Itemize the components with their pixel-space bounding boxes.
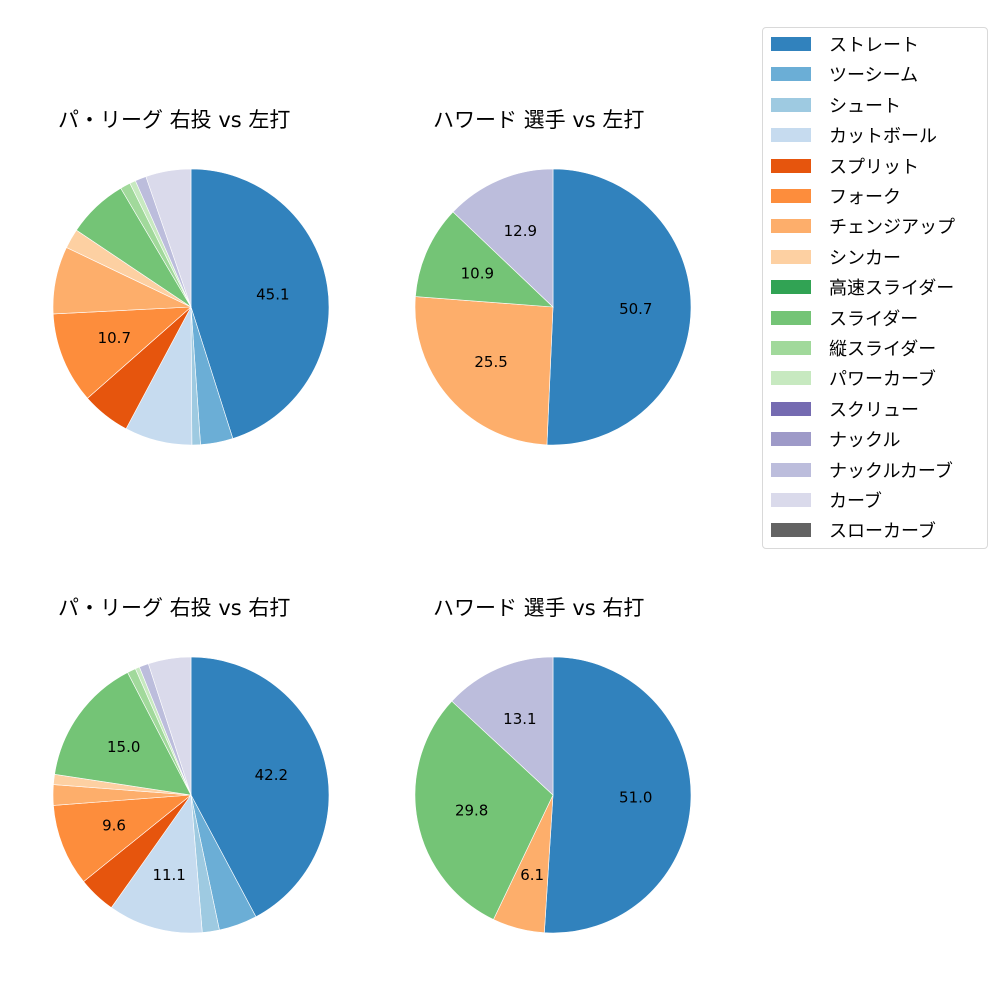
legend-label: ツーシーム [829, 65, 919, 87]
pie-slice [415, 211, 554, 308]
legend-label: スクリュー [829, 399, 919, 421]
slice-value-label: 10.9 [461, 264, 494, 282]
legend-swatch [771, 219, 811, 234]
pie-slice [414, 700, 554, 920]
legend-item: スライダー [771, 303, 918, 333]
legend-label: ストレート [829, 35, 919, 56]
legend-item: 高速スライダー [771, 272, 954, 302]
slice-value-label: 25.5 [474, 353, 507, 371]
panel-title-league-vs-right: パ・リーグ 右投 vs 右打 [58, 596, 291, 620]
pie-slice [451, 656, 554, 796]
slice-value-label: 29.8 [455, 802, 488, 820]
legend-swatch [771, 523, 811, 538]
slice-value-label: 10.7 [98, 329, 131, 347]
slice-value-label: 15.0 [107, 738, 140, 756]
legend-swatch [771, 310, 811, 325]
legend-label: カーブ [829, 491, 882, 512]
legend-swatch [771, 97, 811, 112]
legend-item: パワーカーブ [771, 363, 936, 393]
legend-swatch [771, 249, 811, 264]
legend-swatch [771, 67, 811, 82]
legend-label: カットボール [829, 126, 937, 148]
legend-swatch [771, 158, 811, 173]
legend-swatch [771, 280, 811, 295]
legend-item: フォーク [771, 181, 901, 211]
pie-slice [546, 168, 692, 446]
legend: ストレートツーシームシュートカットボール スプリットフォークチェンジアップ シンカー… [762, 27, 988, 549]
legend-swatch [771, 341, 811, 355]
legend-item: カーブ [771, 485, 882, 515]
legend-swatch [771, 432, 811, 447]
slice-value-label: 9.6 [102, 816, 126, 834]
legend-swatch [771, 128, 811, 143]
pie-slice [145, 168, 192, 308]
pie-slice [544, 656, 692, 934]
legend-swatch [771, 401, 811, 416]
legend-item: シンカー [771, 242, 901, 272]
panel-title-player-vs-left: ハワード 選手 vs 左打 [433, 108, 645, 132]
slice-value-label: 50.7 [619, 300, 652, 318]
pie-slice [54, 672, 192, 796]
pie-slice [52, 306, 192, 399]
legend-label: ナックル [829, 430, 901, 452]
slice-value-label: 42.2 [255, 766, 288, 784]
pie-slice [53, 794, 192, 883]
panel-title-league-vs-left: パ・リーグ 右投 vs 左打 [58, 108, 291, 132]
legend-label: 縦スライダー [829, 339, 937, 360]
legend-item: カットボール [771, 120, 937, 150]
legend-label: スローカーブ [829, 521, 936, 543]
slice-value-label: 6.1 [520, 866, 544, 884]
slice-value-label: 11.1 [152, 866, 185, 884]
slice-value-label: 12.9 [504, 222, 537, 240]
legend-item: スローカーブ [771, 515, 936, 545]
legend-label: シンカー [829, 247, 901, 269]
slice-value-label: 13.1 [503, 710, 536, 728]
pie-slice [110, 794, 203, 934]
legend-label: シュート [829, 95, 901, 117]
legend-item: シュート [771, 90, 901, 120]
slice-value-label: 45.1 [256, 285, 289, 303]
legend-swatch [771, 462, 811, 477]
legend-label: スプリット [829, 156, 919, 178]
legend-swatch [771, 37, 811, 51]
legend-label: パワーカーブ [829, 369, 936, 391]
pie-slice [190, 168, 330, 439]
legend-item: ナックル [771, 424, 900, 454]
legend-swatch [771, 371, 811, 386]
legend-label: スライダー [829, 308, 919, 330]
legend-item: ナックルカーブ [771, 455, 953, 485]
pie-slice [452, 168, 554, 308]
legend-label: 高速スライダー [829, 278, 955, 300]
legend-label: チェンジアップ [829, 217, 955, 239]
legend-item: スプリット [771, 151, 919, 181]
legend-label: フォーク [829, 187, 901, 208]
legend-item: ツーシーム [771, 59, 918, 89]
legend-swatch [771, 189, 811, 203]
pie-slice [190, 656, 330, 918]
legend-label: ナックルカーブ [829, 460, 953, 482]
legend-item: ストレート [771, 29, 919, 59]
legend-swatch [771, 493, 811, 507]
panel-title-player-vs-right: ハワード 選手 vs 右打 [433, 596, 645, 620]
legend-item: チェンジアップ [771, 211, 955, 241]
slice-value-label: 51.0 [619, 789, 652, 807]
pie-slice [414, 296, 554, 446]
legend-item: 縦スライダー [771, 333, 936, 363]
pie-slice [147, 656, 192, 796]
legend-item: スクリュー [771, 394, 919, 424]
